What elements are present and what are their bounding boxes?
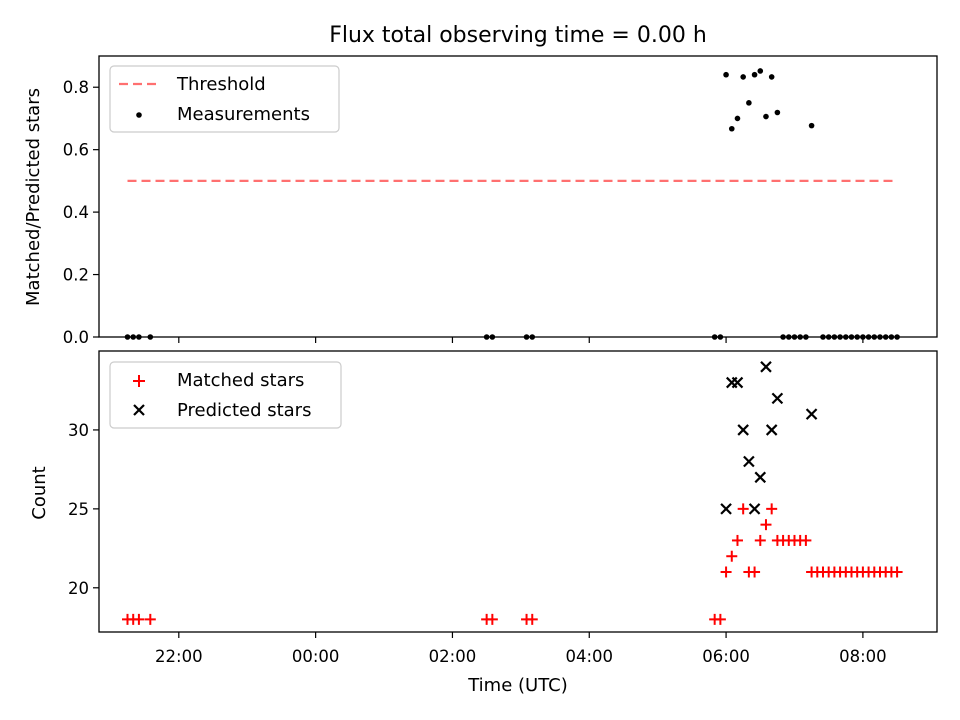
- x-axis-label: Time (UTC): [467, 675, 568, 696]
- top-ytick-label: 0.2: [63, 266, 89, 285]
- bottom-xtick-label: 02:00: [429, 647, 477, 666]
- matched-star-point: [737, 503, 749, 515]
- legend-measurements-label: Measurements: [177, 104, 310, 125]
- bottom-y-ticks: 20 25 30: [68, 421, 99, 598]
- predicted-star-point: [760, 361, 772, 373]
- predicted-star-point: [748, 503, 761, 515]
- legend-predicted-swatch: [133, 404, 145, 416]
- legend-matched-label: Matched stars: [177, 370, 304, 391]
- matched-star-point: [726, 550, 738, 562]
- measurement-point: [740, 74, 746, 80]
- measurement-point: [746, 100, 752, 106]
- top-panel: Matched/Predicted stars 0.00.20.40.60.8 …: [23, 55, 938, 347]
- predicted-star-point: [805, 408, 818, 420]
- matched-star-point: [720, 566, 732, 578]
- measurement-point: [757, 68, 764, 74]
- matched-star-point: [714, 613, 726, 625]
- predicted-star-point: [737, 424, 749, 436]
- bottom-ytick-label: 20: [68, 579, 89, 598]
- measurement-point: [774, 109, 781, 116]
- legend-threshold-label: Threshold: [176, 74, 266, 95]
- predicted-star-point: [743, 455, 755, 468]
- bottom-xtick-label: 22:00: [155, 647, 203, 666]
- matched-star-point: [133, 613, 145, 625]
- measurement-point: [751, 71, 758, 78]
- bottom-y-axis-label: Count: [29, 466, 50, 519]
- matched-star-point: [800, 534, 812, 546]
- measurement-point: [723, 71, 729, 78]
- measurement-point: [808, 122, 815, 129]
- measurement-point: [768, 74, 775, 80]
- predicted-star-point: [771, 392, 784, 405]
- top-y-ticks: 0.0 0.2 0.4 0.6 0.8: [63, 78, 99, 347]
- matched-star-point: [731, 534, 743, 546]
- predicted-star-point: [754, 471, 767, 484]
- bottom-panel: Count Time (UTC) 20 25 30 22:00 00:00 02:00 0…: [29, 350, 938, 696]
- top-y-axis-label: Matched/Predicted stars: [23, 88, 44, 306]
- top-ytick-label: 0.4: [63, 203, 89, 222]
- top-ytick-label: 0.6: [63, 141, 89, 160]
- top-ytick-label: 0.8: [63, 78, 89, 97]
- measurement-point: [763, 113, 769, 120]
- bottom-xtick-label: 04:00: [565, 647, 613, 666]
- legend-measurements-swatch: [136, 112, 142, 118]
- matched-star-point: [766, 503, 778, 515]
- measurement-point: [728, 125, 735, 132]
- top-legend-box: [109, 65, 340, 133]
- matched-stars-points: [122, 503, 903, 625]
- predicted-stars-points: [720, 361, 818, 515]
- matched-star-point: [486, 613, 498, 625]
- bottom-legend: Matched stars Predicted stars: [109, 361, 342, 429]
- matched-star-point: [754, 534, 766, 546]
- bottom-legend-box: [109, 361, 342, 429]
- measurement-point: [734, 115, 741, 122]
- bottom-ytick-label: 25: [68, 500, 89, 519]
- matched-star-point: [749, 566, 761, 578]
- predicted-star-point: [765, 424, 778, 436]
- bottom-x-ticks: 22:00 00:00 02:00 04:00 06:00 08:00: [155, 632, 887, 666]
- bottom-ytick-label: 30: [68, 421, 89, 440]
- bottom-xtick-label: 08:00: [839, 647, 887, 666]
- chart-title: Flux total observing time = 0.00 h: [329, 23, 707, 48]
- matched-star-point: [526, 613, 538, 625]
- bottom-axes-frame: [98, 350, 938, 633]
- predicted-star-point: [720, 503, 732, 515]
- bottom-xtick-label: 06:00: [702, 647, 750, 666]
- legend-matched-swatch: [133, 375, 145, 387]
- top-x-ticks: [178, 337, 864, 343]
- predicted-star-point: [731, 376, 744, 389]
- matched-star-point: [144, 613, 156, 625]
- matched-star-point: [760, 519, 772, 531]
- top-ytick-label: 0.0: [63, 328, 89, 347]
- top-legend: Threshold Measurements: [109, 65, 340, 133]
- top-axes-frame: [98, 55, 938, 338]
- matched-star-point: [891, 566, 903, 578]
- legend-predicted-label: Predicted stars: [177, 400, 311, 421]
- bottom-xtick-label: 00:00: [292, 647, 340, 666]
